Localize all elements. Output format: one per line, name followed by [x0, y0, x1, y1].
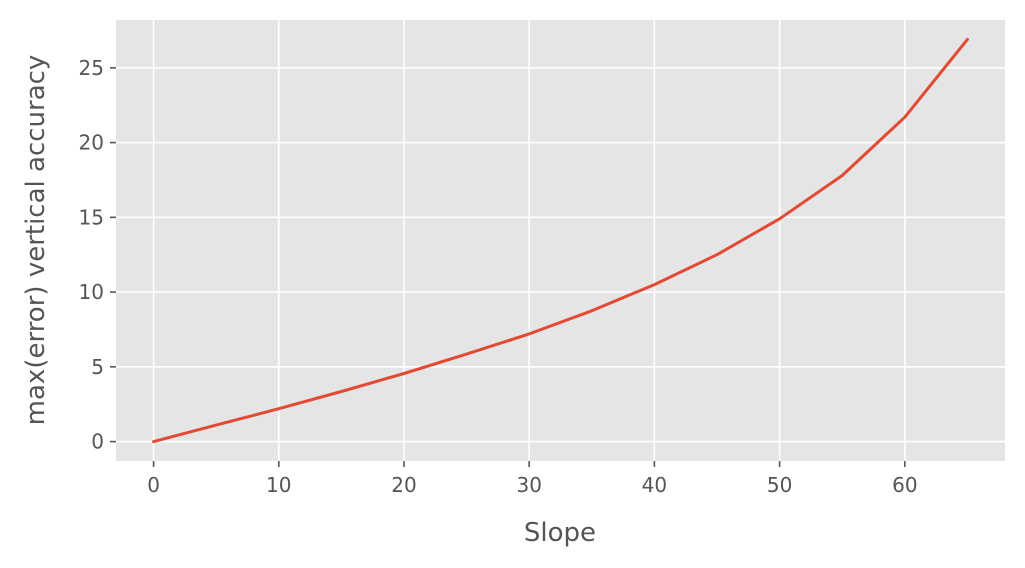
x-tick-label: 40: [642, 473, 667, 497]
x-tick-label: 30: [516, 473, 541, 497]
y-tick-label: 20: [79, 131, 104, 155]
y-axis-ticks: 0 5 10 15 20 25: [79, 56, 116, 454]
x-axis-ticks: 0 10 20 30 40 50 60: [147, 461, 918, 497]
x-tick-label: 60: [892, 473, 917, 497]
y-tick-label: 25: [79, 56, 104, 80]
x-tick-label: 10: [266, 473, 291, 497]
y-tick-label: 15: [79, 205, 104, 229]
x-tick-label: 0: [147, 473, 160, 497]
series-line: [152, 37, 969, 444]
x-tick-label: 20: [391, 473, 416, 497]
y-axis-title: max(error) vertical accuracy: [21, 55, 51, 426]
plot-background: [116, 20, 1005, 461]
x-tick-label: 50: [767, 473, 792, 497]
series-layer: [152, 37, 969, 444]
y-tick-label: 0: [91, 430, 104, 454]
y-tick-label: 10: [79, 280, 104, 304]
grid-lines: [116, 20, 1005, 461]
x-axis-title: Slope: [524, 518, 596, 548]
y-tick-label: 5: [91, 355, 104, 379]
